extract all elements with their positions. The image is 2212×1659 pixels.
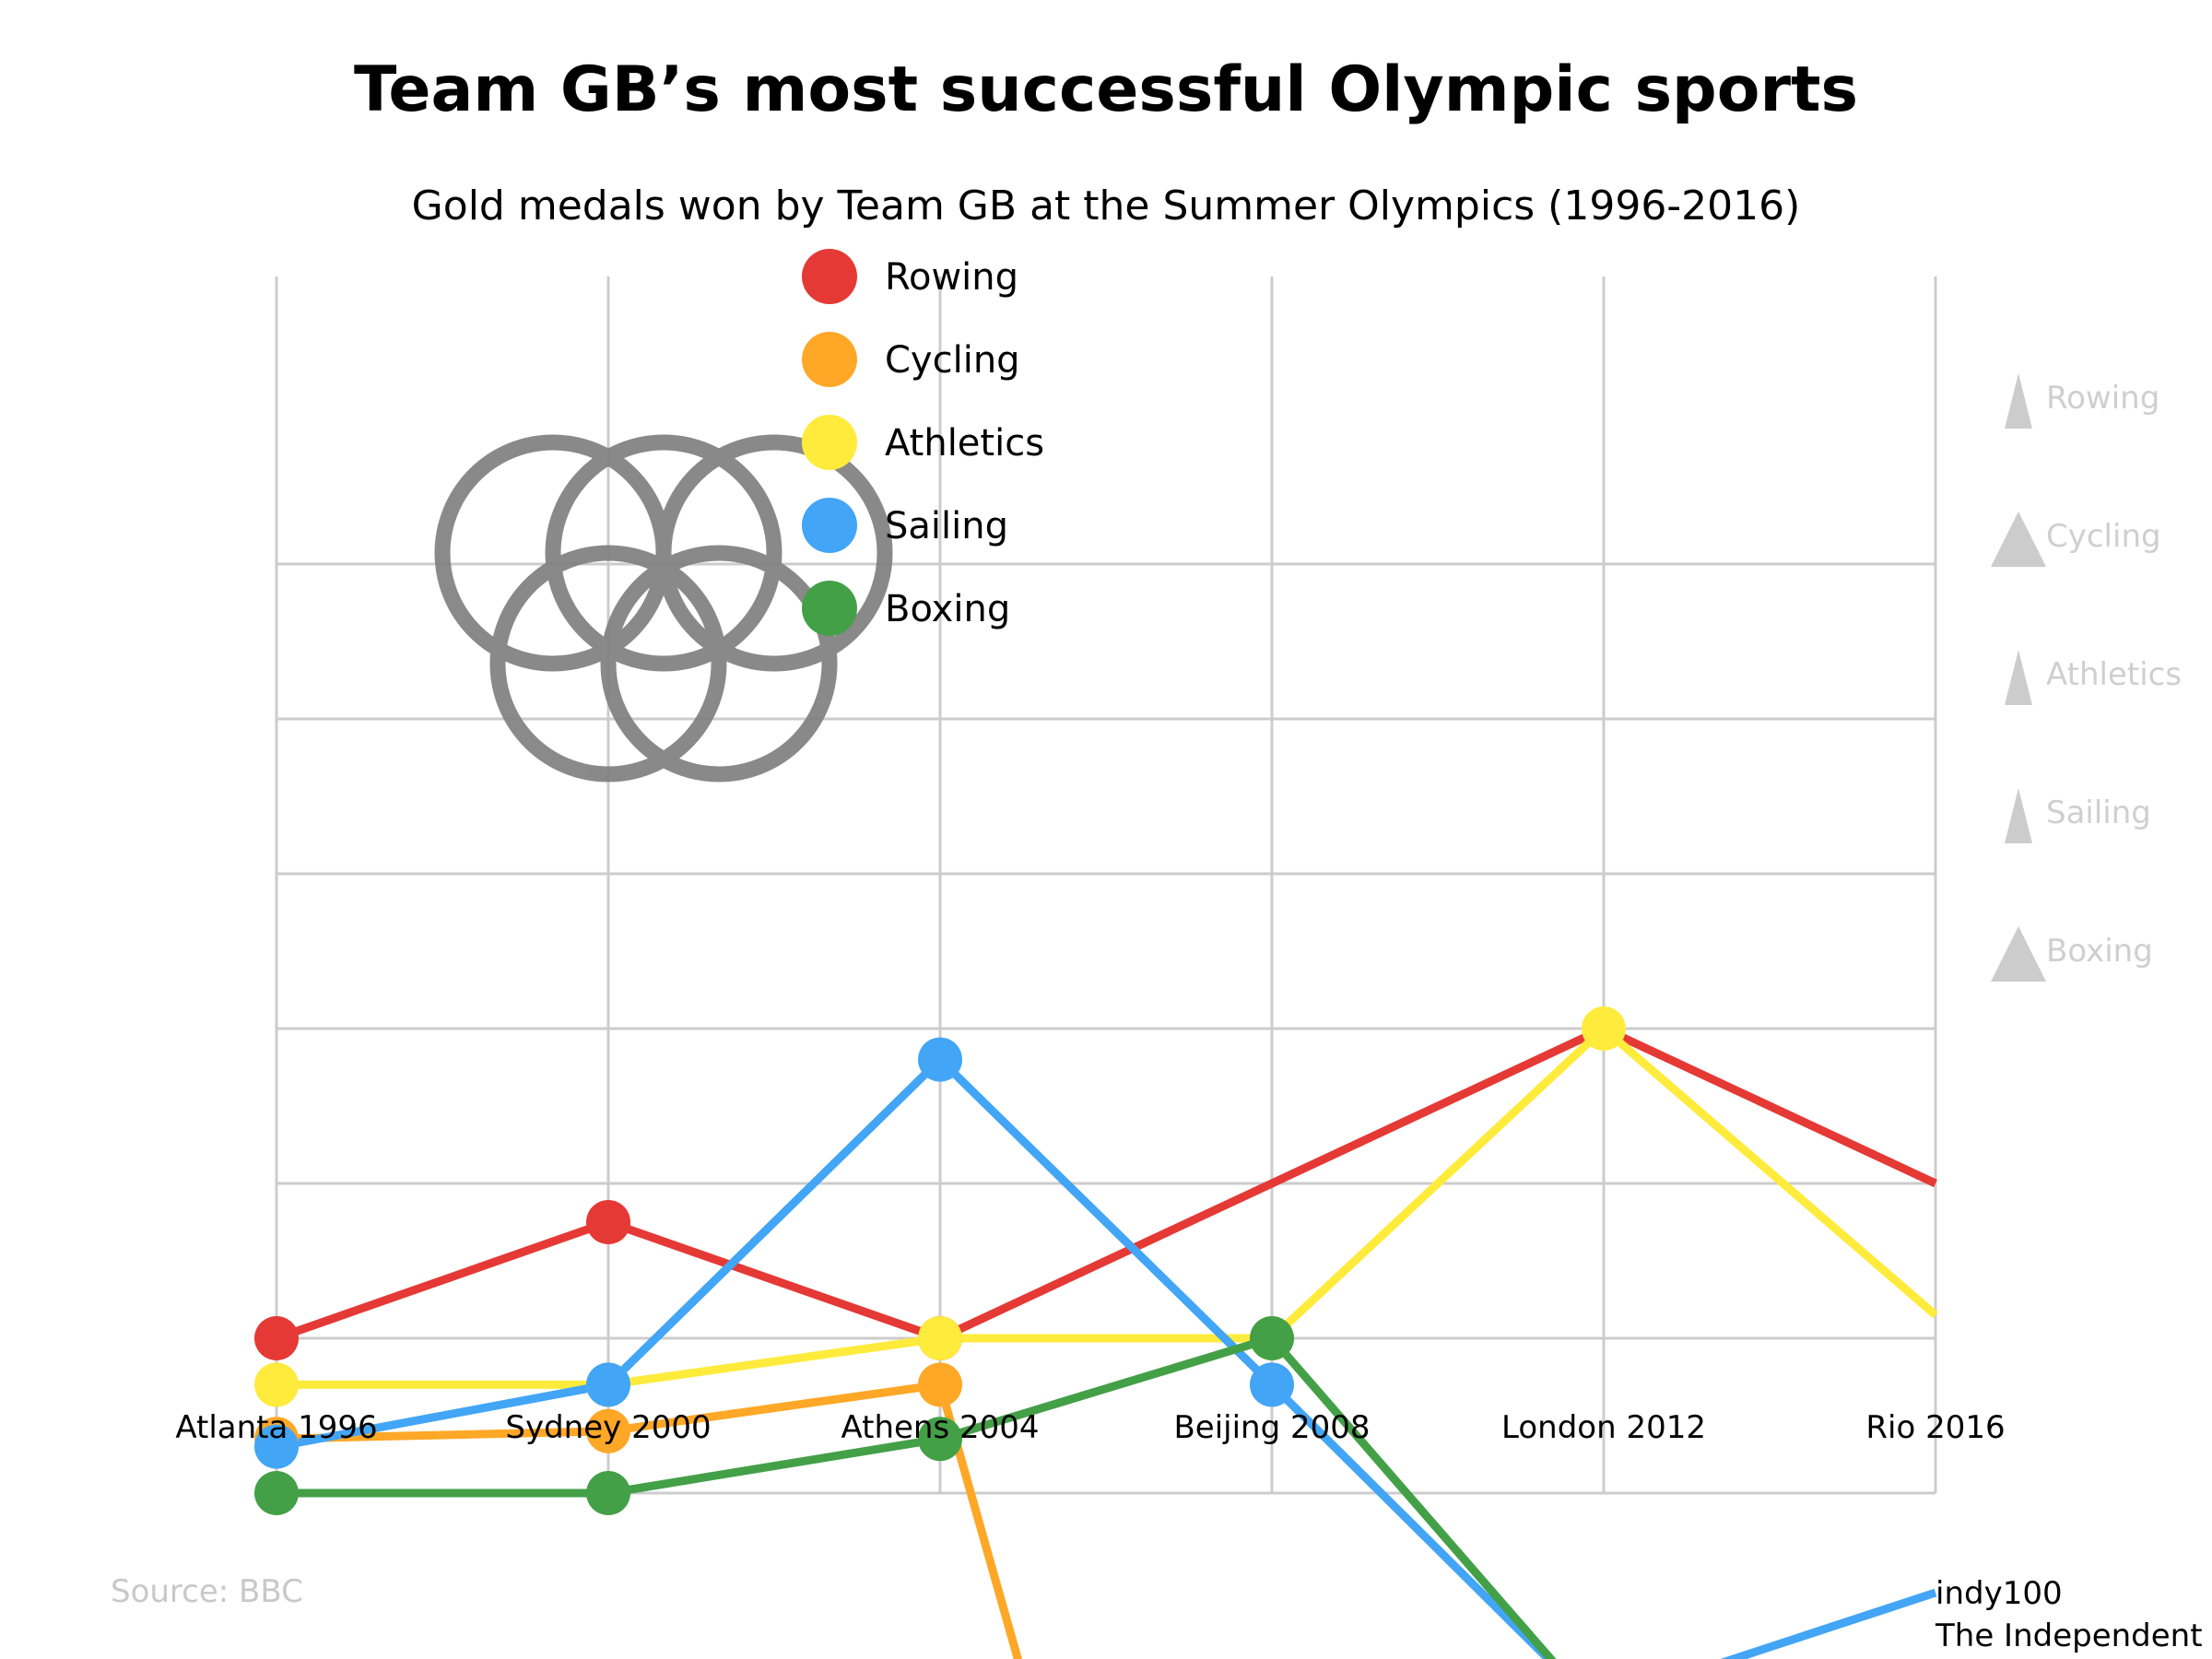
side-label-rowing: Rowing bbox=[2046, 380, 2159, 417]
chart-title: Team GB’s most successful Olympic sports bbox=[354, 53, 1858, 126]
data-point-rowing bbox=[586, 1200, 630, 1244]
legend-swatch-athletics bbox=[802, 415, 857, 470]
legend-swatch-sailing bbox=[802, 498, 857, 553]
triangle-icon bbox=[2005, 650, 2032, 705]
chart-subtitle: Gold medals won by Team GB at the Summer… bbox=[412, 182, 1801, 229]
data-point-boxing bbox=[918, 1417, 962, 1462]
legend-label-boxing: Boxing bbox=[885, 588, 1010, 630]
side-labels: Rowing Cycling Athletics Sailing Boxing bbox=[1991, 373, 2182, 982]
side-label-athletics: Athletics bbox=[2046, 656, 2182, 693]
triangle-icon bbox=[1991, 512, 2046, 567]
triangle-icon bbox=[2005, 788, 2032, 843]
legend-swatch-boxing bbox=[802, 581, 857, 636]
triangle-icon bbox=[2005, 373, 2032, 429]
legend-label-rowing: Rowing bbox=[885, 256, 1018, 299]
data-point-boxing bbox=[254, 1471, 299, 1515]
legend: Rowing Cycling Athletics Sailing Boxing bbox=[802, 249, 1044, 636]
credit-brand: indy100 bbox=[1936, 1575, 2063, 1612]
data-point-rowing bbox=[254, 1316, 299, 1360]
legend-label-sailing: Sailing bbox=[885, 505, 1008, 547]
series-line-cycling bbox=[276, 1380, 1023, 1659]
grid bbox=[275, 276, 1937, 1495]
series-lines bbox=[275, 1024, 1938, 1659]
data-point-sailing bbox=[918, 1037, 962, 1082]
credit-publisher: The Independent bbox=[1935, 1618, 2203, 1654]
x-tick-label: Sydney 2000 bbox=[505, 1409, 711, 1446]
triangle-icon bbox=[1991, 926, 2046, 982]
legend-label-cycling: Cycling bbox=[885, 339, 1020, 382]
series-line-sailing bbox=[276, 1055, 1555, 1659]
legend-swatch-cycling bbox=[802, 332, 857, 387]
data-point-boxing bbox=[1250, 1316, 1294, 1360]
data-point-sailing bbox=[1250, 1362, 1294, 1407]
side-label-sailing: Sailing bbox=[2046, 794, 2151, 831]
data-point-sailing bbox=[586, 1362, 630, 1407]
x-tick-label: Rio 2016 bbox=[1865, 1409, 2005, 1446]
series-line-athletics bbox=[276, 1024, 1938, 1389]
x-tick-label: Athens 2004 bbox=[841, 1409, 1039, 1446]
legend-swatch-rowing bbox=[802, 249, 857, 304]
data-point-cycling bbox=[918, 1362, 962, 1407]
side-label-cycling: Cycling bbox=[2046, 518, 2161, 555]
x-tick-label: London 2012 bbox=[1501, 1409, 1706, 1446]
olympic-rings-icon bbox=[434, 434, 893, 782]
side-label-boxing: Boxing bbox=[2046, 933, 2153, 970]
data-point-athletics bbox=[918, 1316, 962, 1360]
data-point-boxing bbox=[586, 1471, 630, 1515]
data-point-athletics bbox=[1582, 1006, 1626, 1051]
legend-label-athletics: Athletics bbox=[885, 422, 1044, 465]
data-point-athletics bbox=[254, 1362, 299, 1407]
credit-accent-line bbox=[1720, 1588, 1937, 1659]
data-point-sailing bbox=[254, 1424, 299, 1469]
x-axis-ticks: Atlanta 1996 Sydney 2000 Athens 2004 Beijin… bbox=[175, 1409, 2005, 1446]
x-tick-label: Atlanta 1996 bbox=[175, 1409, 377, 1446]
data-point-cycling bbox=[586, 1408, 630, 1453]
series-points bbox=[254, 1006, 1626, 1515]
x-tick-label: Beijing 2008 bbox=[1173, 1409, 1370, 1446]
source-note: Source: BBC bbox=[111, 1573, 303, 1610]
